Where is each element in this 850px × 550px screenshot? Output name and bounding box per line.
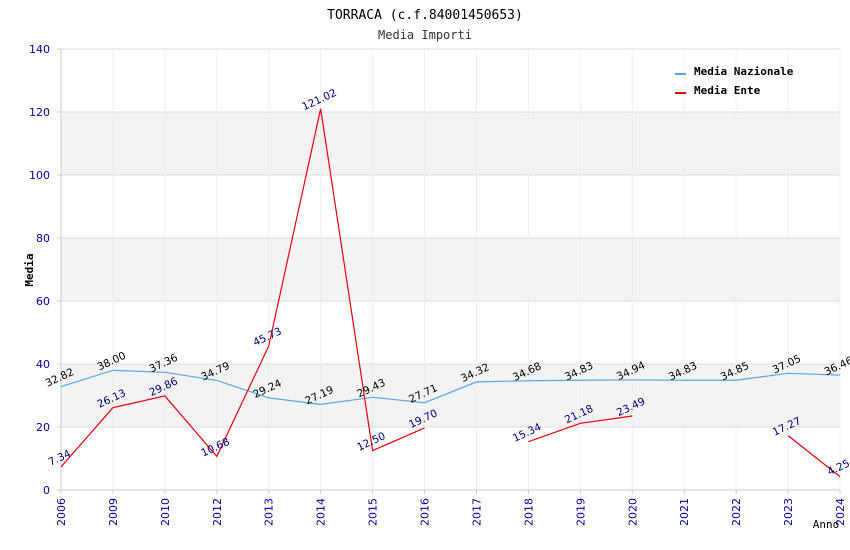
plot-band: [61, 112, 840, 175]
x-tick-label: 2013: [263, 498, 276, 526]
data-label: 121.02: [300, 87, 338, 113]
x-tick-label: 2006: [55, 498, 68, 526]
x-tick-labels: 2006 2009 2010 2012 2013 2014 2015 2016 2017 2018…: [55, 490, 847, 526]
x-tick-label: 2019: [574, 498, 587, 526]
y-tick-labels: 0 20 40 60 80 100 120 140: [29, 43, 50, 497]
legend: Media Nazionale Media Ente: [675, 65, 794, 97]
x-tick-label: 2018: [522, 498, 535, 526]
plot-bands: [61, 112, 840, 427]
plot-band: [61, 238, 840, 301]
legend-item: Media Ente: [675, 84, 761, 97]
x-tick-label: 2023: [782, 498, 795, 526]
y-tick-label: 40: [36, 358, 50, 371]
x-tick-label: 2014: [315, 498, 328, 526]
series-line: [60, 369, 841, 405]
series-lines: [60, 108, 841, 478]
legend-label: Media Nazionale: [694, 65, 794, 78]
x-tick-label: 2020: [626, 498, 639, 526]
series-line: [528, 415, 633, 443]
legend-label: Media Ente: [694, 84, 761, 97]
x-tick-label: 2016: [419, 498, 432, 526]
legend-item: Media Nazionale: [675, 65, 794, 78]
data-label: 45.73: [251, 325, 283, 349]
x-tick-label: 2022: [730, 498, 743, 526]
y-tick-label: 140: [29, 43, 50, 56]
x-tick-label: 2009: [107, 498, 120, 526]
y-tick-label: 80: [36, 232, 50, 245]
x-axis-label: Anno: [813, 518, 840, 531]
x-tick-label: 2024: [834, 498, 847, 526]
y-tick-label: 0: [43, 484, 50, 497]
x-tick-label: 2010: [159, 498, 172, 526]
x-tick-label: 2015: [367, 498, 380, 526]
x-tick-label: 2021: [678, 498, 691, 526]
plot-band: [61, 364, 840, 427]
data-label: 10.68: [199, 436, 231, 460]
y-tick-label: 100: [29, 169, 50, 182]
chart-subtitle: Media Importi: [378, 28, 472, 42]
x-tick-label: 2017: [470, 498, 483, 526]
series-line: [60, 108, 425, 468]
axes: [60, 49, 840, 491]
y-axis-label: Media: [23, 253, 36, 286]
series-line: [787, 435, 841, 478]
x-tick-label: 2012: [211, 498, 224, 526]
data-label: 7.34: [47, 448, 74, 469]
y-tick-label: 60: [36, 295, 50, 308]
data-label: 12.50: [355, 430, 387, 454]
y-tick-label: 120: [29, 106, 50, 119]
y-tick-label: 20: [36, 421, 50, 434]
chart-title: TORRACA (c.f.84001450653): [327, 8, 523, 23]
